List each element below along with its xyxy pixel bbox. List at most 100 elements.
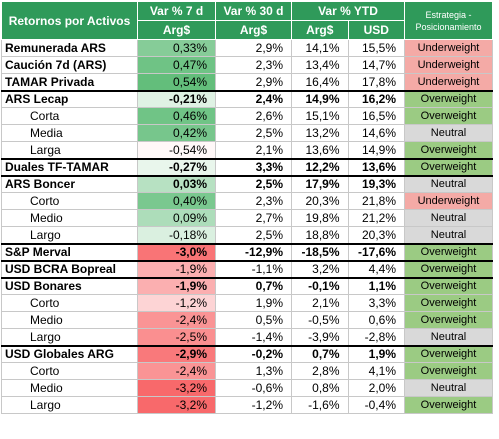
table-row: Larga -0,54% 2,1% 13,6% 14,9% Overweight [1,141,493,159]
return-cell: -18,5% [291,242,349,261]
header-period: Var % 7 d [137,1,216,21]
return-cell: -0,5% [291,311,349,329]
strategy-cell: Neutral [404,124,493,142]
return-cell: 1,9% [347,344,405,363]
return-cell: 13,6% [291,141,349,159]
return-cell: 0,54% [137,73,216,91]
return-cell: 2,0% [347,379,405,397]
asset-label: Corto [1,192,138,210]
return-cell: 2,4% [215,89,292,108]
table-row: Medio -2,4% 0,5% -0,5% 0,6% Overweight [1,311,493,329]
return-cell: -3,2% [137,396,216,414]
table-row: USD BCRA Bopreal -1,9% -1,1% 3,2% 4,4% Overwe… [1,259,493,278]
return-cell: -1,6% [291,396,349,414]
asset-label: Media [1,124,138,142]
header-currency: Arg$ [215,20,292,40]
return-cell: -0,27% [137,157,216,176]
return-cell: 20,3% [347,226,405,244]
return-cell: 17,8% [347,73,405,91]
header-label: Retornos por Activos [1,1,138,40]
return-cell: -2,5% [137,328,216,346]
return-cell: 17,9% [291,174,349,193]
asset-label: Medio [1,209,138,227]
asset-label: Largo [1,396,138,414]
return-cell: 2,9% [215,39,292,57]
return-cell: 14,6% [347,124,405,142]
return-cell: 3,3% [347,294,405,312]
asset-label: Largo [1,226,138,244]
return-cell: 0,6% [347,311,405,329]
return-cell: -2,9% [137,344,216,363]
table-row: Largo -0,18% 2,5% 18,8% 20,3% Neutral [1,226,493,244]
return-cell: 2,8% [291,362,349,380]
strategy-cell: Overweight [404,259,493,278]
table-row: Corto -2,4% 1,3% 2,8% 4,1% Overweight [1,362,493,380]
asset-label: Larga [1,141,138,159]
asset-label: Medio [1,311,138,329]
return-cell: -0,18% [137,226,216,244]
strategy-cell: Overweight [404,242,493,261]
return-cell: -0,2% [215,344,292,363]
strategy-cell: Overweight [404,276,493,295]
table-body: Remunerada ARS 0,33% 2,9% 14,1% 15,5% Underwe… [1,39,493,414]
asset-label: Corto [1,294,138,312]
header-currency: Arg$ [137,20,216,40]
return-cell: 0,46% [137,107,216,125]
return-cell: 0,33% [137,39,216,57]
return-cell: 2,3% [215,192,292,210]
return-cell: 20,3% [291,192,349,210]
strategy-cell: Neutral [404,328,493,346]
return-cell: -3,9% [291,328,349,346]
return-cell: -2,8% [347,328,405,346]
table-row: Medio 0,09% 2,7% 19,8% 21,2% Neutral [1,209,493,227]
return-cell: -3,0% [137,242,216,261]
return-cell: 21,8% [347,192,405,210]
asset-label: Medio [1,379,138,397]
return-cell: 0,09% [137,209,216,227]
strategy-cell: Underweight [404,73,493,91]
return-cell: 14,9% [291,89,349,108]
asset-label: ARS Boncer [1,174,138,193]
strategy-cell: Overweight [404,89,493,108]
asset-label: Largo [1,328,138,346]
asset-label: ARS Lecap [1,89,138,108]
return-cell: 1,3% [215,362,292,380]
return-cell: 0,8% [291,379,349,397]
table-row: Largo -2,5% -1,4% -3,9% -2,8% Neutral [1,328,493,346]
return-cell: 2,1% [291,294,349,312]
return-cell: 16,5% [347,107,405,125]
header-period: Var % YTD [291,1,405,21]
return-cell: 0,7% [215,276,292,295]
strategy-cell: Underweight [404,56,493,74]
return-cell: -17,6% [347,242,405,261]
asset-label: Corta [1,107,138,125]
return-cell: -12,9% [215,242,292,261]
return-cell: 1,1% [347,276,405,295]
return-cell: -0,1% [291,276,349,295]
return-cell: 12,2% [291,157,349,176]
strategy-cell: Overweight [404,107,493,125]
return-cell: 4,4% [347,259,405,278]
return-cell: 15,5% [347,39,405,57]
table-row: ARS Boncer 0,03% 2,5% 17,9% 19,3% Neutral [1,174,493,193]
return-cell: 16,4% [291,73,349,91]
table-row: Corta 0,46% 2,6% 15,1% 16,5% Overweight [1,107,493,125]
return-cell: 0,40% [137,192,216,210]
return-cell: 2,1% [215,141,292,159]
table-row: Largo -3,2% -1,2% -1,6% -0,4% Overweight [1,396,493,414]
return-cell: 2,6% [215,107,292,125]
asset-label: S&P Merval [1,242,138,261]
return-cell: 0,47% [137,56,216,74]
return-cell: -1,2% [137,294,216,312]
table-row: Corto 0,40% 2,3% 20,3% 21,8% Underweight [1,192,493,210]
asset-label: USD Globales ARG [1,344,138,363]
return-cell: -2,4% [137,311,216,329]
return-cell: 3,3% [215,157,292,176]
return-cell: -1,1% [215,259,292,278]
asset-label: TAMAR Privada [1,73,138,91]
asset-label: Caución 7d (ARS) [1,56,138,74]
return-cell: 4,1% [347,362,405,380]
return-cell: 15,1% [291,107,349,125]
returns-table: Retornos por Activos Var % 7 d Var % 30 … [1,1,493,414]
